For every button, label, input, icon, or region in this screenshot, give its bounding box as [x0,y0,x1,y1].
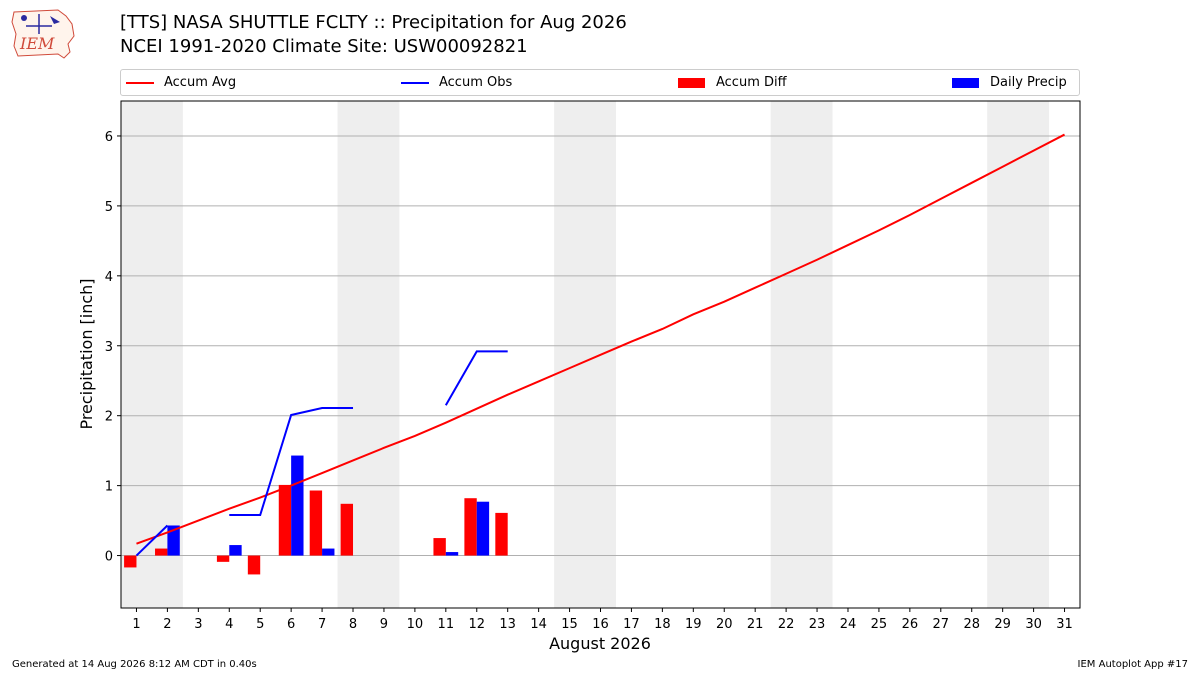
x-tick-label: 17 [623,617,640,632]
y-tick-label: 1 [105,480,113,495]
legend-swatch-accum-obs [401,81,429,84]
x-tick-label: 21 [747,617,764,632]
accum-obs-line [135,524,169,557]
y-tick-label: 3 [105,340,113,355]
bars [124,455,508,575]
accum-diff-bar [247,555,261,575]
x-tick-label: 5 [256,617,264,632]
legend-label-accum-avg: Accum Avg [164,75,237,90]
x-tick-label: 28 [963,617,980,632]
y-axis-ticks: 0 1 2 3 4 5 6 [105,130,121,565]
accum-obs-line [229,406,354,516]
x-tick-label: 10 [407,617,424,632]
footer-generated: Generated at 14 Aug 2026 8:12 AM CDT in … [12,659,257,670]
x-tick-label: 23 [809,617,826,632]
x-tick-label: 22 [778,617,795,632]
daily-precip-bar [291,455,304,556]
iem-logo: IEM [11,9,75,59]
accum-diff-bar [340,503,354,556]
weekend-band [987,101,1050,608]
accum-diff-bar [155,548,168,556]
x-tick-label: 31 [1056,617,1073,632]
accum-diff-bar [216,555,230,562]
x-tick-label: 25 [871,617,888,632]
x-tick-label: 18 [654,617,671,632]
daily-precip-bar [229,545,242,556]
x-tick-label: 19 [685,617,702,632]
x-tick-label: 11 [438,617,455,632]
x-tick-label: 16 [592,617,609,632]
x-tick-label: 26 [902,617,919,632]
x-axis-label: August 2026 [549,634,651,653]
grid-lines [121,135,1080,557]
weekend-band [121,101,183,608]
legend-item-accum-avg: Accum Avg [126,70,236,95]
svg-text:IEM: IEM [19,34,55,53]
y-tick-label: 2 [105,410,113,425]
x-tick-label: 4 [225,617,233,632]
y-tick-label: 5 [105,200,113,215]
x-tick-label: 29 [994,617,1011,632]
chart-title: [TTS] NASA SHUTTLE FCLTY :: Precipitatio… [120,12,627,33]
x-tick-label: 27 [933,617,950,632]
legend-label-accum-obs: Accum Obs [439,75,513,90]
x-tick-label: 7 [318,617,326,632]
chart-subtitle: NCEI 1991-2020 Climate Site: USW00092821 [120,36,528,57]
legend-label-daily-precip: Daily Precip [990,75,1067,90]
x-tick-label: 24 [840,617,857,632]
legend-swatch-accum-diff [678,77,705,88]
x-tick-label: 6 [287,617,295,632]
x-tick-label: 12 [468,617,485,632]
y-tick-label: 6 [105,130,113,145]
x-tick-label: 9 [380,617,388,632]
legend-swatch-daily-precip [952,77,979,88]
legend-item-accum-diff: Accum Diff [678,70,787,95]
weekend-band [554,101,616,608]
y-axis-label: Precipitation [inch] [77,278,96,429]
accum-avg-line [136,133,1065,545]
daily-precip-bar [445,552,459,556]
legend-swatch-accum-avg [126,81,154,84]
x-tick-label: 13 [499,617,516,632]
x-tick-label: 14 [530,617,547,632]
accum-obs-line [444,350,508,406]
weekend-band [770,101,833,608]
accum-diff-bar [495,512,508,556]
accum-diff-bar [464,498,477,556]
accum-diff-bar [433,538,446,556]
legend-label-accum-diff: Accum Diff [716,75,787,90]
legend: Accum Avg Accum Obs Accum Diff Daily Pre… [120,69,1080,96]
series-lines [135,133,1065,557]
x-tick-label: 2 [163,617,171,632]
x-tick-label: 20 [716,617,733,632]
x-axis-ticks: 1 2 3 4 5 6 7 8 9 10 11 12 13 14 15 16 17 18 19 20 21 22 23 24 2… [132,608,1073,632]
accum-diff-bar [278,484,292,556]
y-tick-label: 4 [105,270,113,285]
x-tick-label: 3 [194,617,202,632]
legend-item-accum-obs: Accum Obs [401,70,512,95]
daily-precip-bar [322,548,335,556]
x-tick-label: 1 [132,617,140,632]
x-tick-label: 8 [349,617,357,632]
accum-diff-bar [309,490,323,556]
daily-precip-bar [167,525,180,556]
daily-precip-bar [476,501,490,556]
x-tick-label: 15 [561,617,578,632]
footer-app: IEM Autoplot App #17 [1077,659,1188,670]
y-tick-label: 0 [105,550,113,565]
accum-diff-bar [124,555,137,568]
legend-item-daily-precip: Daily Precip [952,70,1067,95]
x-tick-label: 30 [1025,617,1042,632]
weekend-bands [121,101,1050,608]
